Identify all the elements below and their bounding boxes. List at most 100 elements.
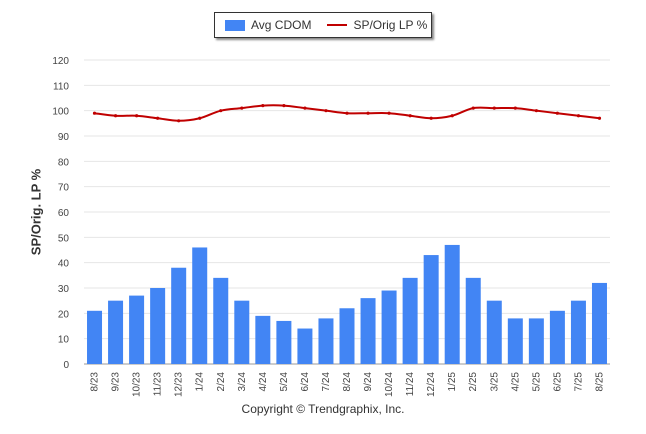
x-tick-label: 12/24 bbox=[426, 372, 437, 397]
legend-item-line[interactable]: SP/Orig LP % bbox=[327, 18, 427, 32]
bar bbox=[444, 244, 460, 364]
line-series bbox=[92, 104, 602, 123]
y-axis-ticks: 0 10 20 30 40 50 60 70 80 90 100 110 120 bbox=[52, 56, 69, 371]
bar bbox=[318, 318, 334, 364]
line-point bbox=[261, 104, 265, 108]
bar bbox=[276, 320, 292, 364]
bar bbox=[507, 318, 523, 364]
bar bbox=[339, 308, 355, 364]
line-point bbox=[303, 106, 307, 110]
line-point bbox=[576, 114, 581, 118]
bar bbox=[486, 300, 502, 364]
x-tick-label: 1/24 bbox=[195, 372, 206, 392]
bar bbox=[591, 282, 607, 364]
x-tick-label: 6/24 bbox=[300, 372, 311, 392]
bar bbox=[108, 300, 124, 364]
x-tick-label: 3/25 bbox=[489, 372, 500, 392]
bar bbox=[234, 300, 250, 364]
x-tick-label: 8/25 bbox=[594, 372, 605, 392]
line-point bbox=[135, 114, 139, 118]
legend-line-label: SP/Orig LP % bbox=[353, 18, 428, 32]
y-tick-label: 70 bbox=[58, 183, 70, 194]
x-tick-label: 5/25 bbox=[531, 372, 542, 392]
bar bbox=[150, 288, 166, 364]
x-tick-label: 11/23 bbox=[153, 372, 164, 397]
y-tick-label: 80 bbox=[58, 157, 70, 168]
bar-series bbox=[87, 244, 607, 364]
line-point bbox=[492, 106, 496, 110]
bar bbox=[570, 300, 586, 364]
line-point bbox=[156, 116, 160, 120]
x-tick-label: 7/25 bbox=[573, 372, 584, 392]
line-point bbox=[324, 109, 328, 113]
line-point bbox=[177, 119, 181, 123]
y-tick-label: 100 bbox=[52, 107, 69, 118]
line-point bbox=[113, 114, 118, 118]
line-point bbox=[534, 109, 538, 113]
line-point bbox=[387, 111, 391, 115]
bar bbox=[192, 247, 208, 364]
line-point bbox=[198, 116, 202, 120]
x-tick-label: 11/24 bbox=[405, 372, 416, 397]
bar bbox=[465, 277, 481, 364]
line-point bbox=[450, 114, 454, 118]
bar bbox=[87, 310, 103, 364]
legend-item-bar[interactable]: Avg CDOM bbox=[225, 18, 311, 32]
x-tick-label: 10/24 bbox=[384, 372, 395, 397]
line-point bbox=[555, 111, 560, 115]
y-axis-label: SP/Orig. LP % bbox=[28, 168, 44, 256]
line-point bbox=[597, 116, 602, 120]
bar bbox=[171, 267, 187, 364]
bar bbox=[297, 328, 313, 364]
line-point bbox=[345, 111, 349, 115]
bar bbox=[255, 315, 271, 364]
y-tick-label: 0 bbox=[63, 360, 69, 371]
copyright-footer: Copyright © Trendgraphix, Inc. bbox=[241, 402, 405, 416]
x-tick-label: 4/25 bbox=[510, 372, 521, 392]
x-tick-label: 12/23 bbox=[174, 372, 185, 397]
legend-bar-swatch bbox=[225, 19, 245, 31]
bar bbox=[129, 295, 145, 364]
y-tick-label: 30 bbox=[58, 284, 70, 295]
bar bbox=[213, 277, 229, 364]
line-point bbox=[282, 104, 286, 108]
bar bbox=[360, 298, 376, 364]
y-tick-label: 40 bbox=[58, 259, 70, 270]
legend: Avg CDOM SP/Orig LP % bbox=[214, 12, 432, 38]
bar bbox=[381, 290, 397, 364]
line-point bbox=[240, 106, 244, 110]
y-tick-label: 120 bbox=[52, 56, 69, 67]
x-tick-label: 9/24 bbox=[363, 372, 374, 392]
x-tick-label: 4/24 bbox=[258, 372, 269, 392]
x-tick-label: 2/24 bbox=[216, 372, 227, 392]
line-point bbox=[219, 109, 223, 113]
y-tick-label: 10 bbox=[58, 335, 70, 346]
x-tick-label: 8/24 bbox=[342, 372, 353, 392]
bar bbox=[528, 318, 544, 364]
x-tick-label: 10/23 bbox=[132, 372, 143, 397]
legend-line-swatch bbox=[327, 24, 348, 26]
y-tick-label: 90 bbox=[58, 132, 70, 143]
x-tick-label: 1/25 bbox=[447, 372, 458, 392]
line-point bbox=[471, 106, 475, 110]
line-point bbox=[92, 111, 97, 115]
x-tick-label: 8/23 bbox=[90, 372, 101, 392]
y-tick-label: 110 bbox=[53, 81, 69, 92]
x-tick-label: 6/25 bbox=[552, 372, 563, 392]
x-tick-label: 7/24 bbox=[321, 372, 332, 392]
x-axis-ticks: 8/23 9/23 10/23 11/23 12/23 1/24 2/24 3/24 4/24 5… bbox=[90, 372, 606, 397]
line-point bbox=[408, 114, 412, 118]
line-point bbox=[366, 111, 370, 115]
x-tick-label: 9/23 bbox=[111, 372, 122, 392]
y-tick-label: 50 bbox=[58, 233, 70, 244]
bar bbox=[423, 255, 439, 364]
x-tick-label: 5/24 bbox=[279, 372, 290, 392]
x-tick-label: 2/25 bbox=[468, 372, 479, 392]
y-tick-label: 20 bbox=[58, 309, 70, 320]
y-tick-label: 60 bbox=[58, 208, 70, 219]
line-point bbox=[513, 106, 517, 110]
bar bbox=[549, 310, 565, 364]
legend-bar-label: Avg CDOM bbox=[251, 18, 312, 32]
x-tick-label: 3/24 bbox=[237, 372, 248, 392]
